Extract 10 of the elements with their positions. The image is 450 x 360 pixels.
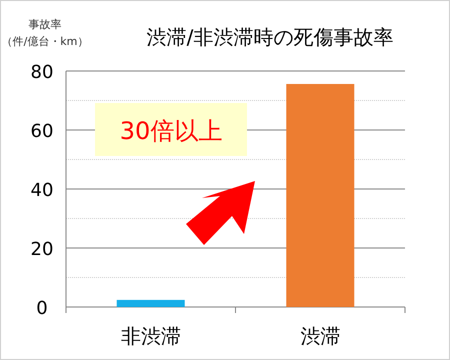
y-tick-label: 0 bbox=[36, 298, 48, 319]
chart-title: 渋滞/非渋滞時の死傷事故率 bbox=[146, 25, 394, 49]
y-tick-label: 20 bbox=[30, 239, 54, 260]
y-tick-label: 80 bbox=[30, 62, 54, 83]
x-tick-label: 渋滞 bbox=[300, 324, 340, 348]
x-tick-label: 非渋滞 bbox=[120, 324, 181, 348]
y-tick-label: 60 bbox=[30, 121, 54, 142]
y-tick-label: 40 bbox=[30, 180, 54, 201]
annotation: 30倍以上 bbox=[120, 117, 222, 145]
y-axis-title: 事故率（件/億台・km） bbox=[2, 18, 88, 48]
